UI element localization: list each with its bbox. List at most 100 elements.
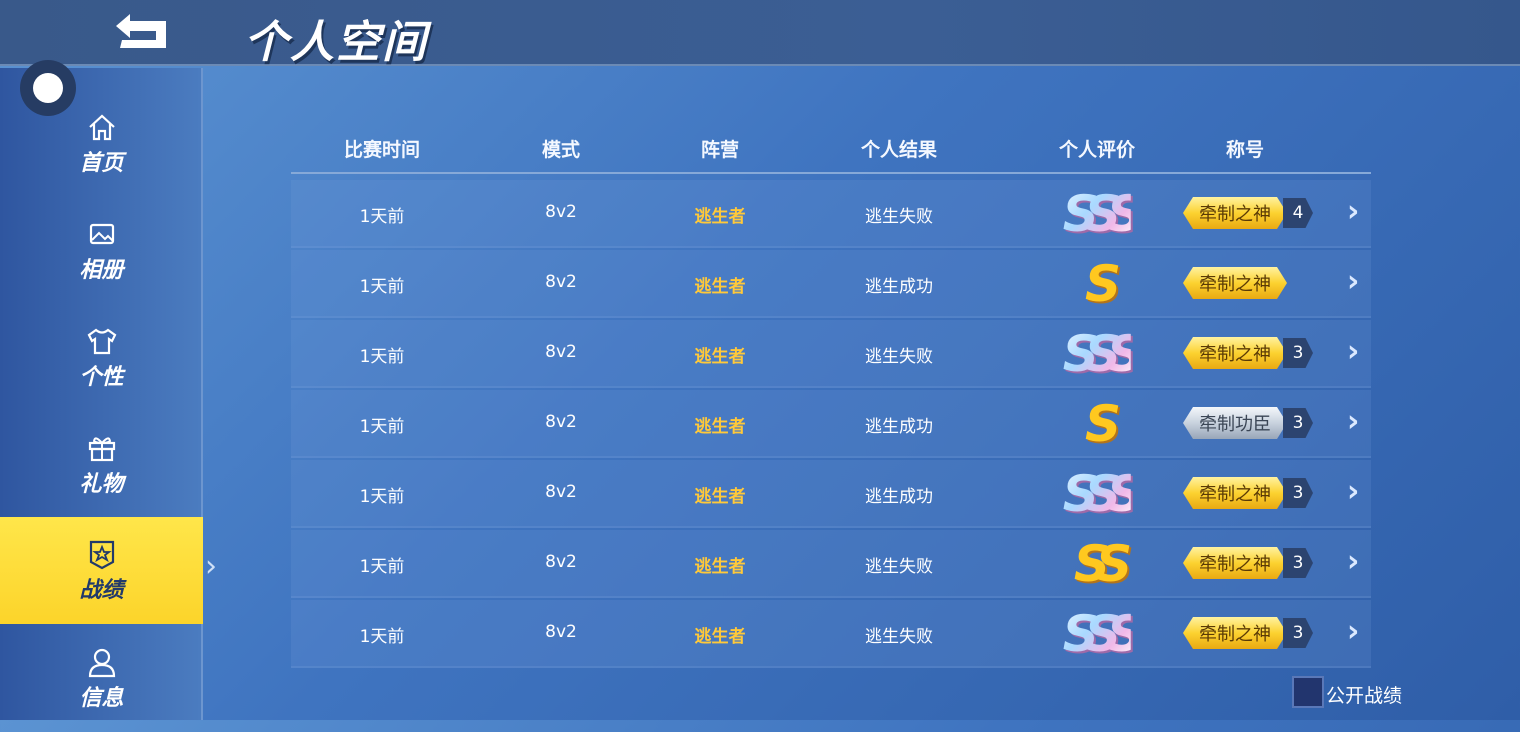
camp: 逃生者 <box>694 487 746 507</box>
table-row[interactable]: 1天前 8v2 逃生者 逃生失败 SS 牵制之神 3 › <box>291 530 1371 598</box>
sidebar-item-label: 战绩 <box>79 577 124 603</box>
match-time: 1天前 <box>359 207 405 227</box>
title-count: 3 <box>1283 548 1313 578</box>
result: 逃生成功 <box>865 487 933 507</box>
match-time: 1天前 <box>359 557 405 577</box>
match-time: 1天前 <box>359 487 405 507</box>
title-badge: 牵制之神 3 <box>1183 476 1313 510</box>
title-count: 3 <box>1283 478 1313 508</box>
camp: 逃生者 <box>694 417 746 437</box>
result: 逃生失败 <box>865 207 933 227</box>
title-badge: 牵制之神 3 <box>1183 616 1313 650</box>
result: 逃生成功 <box>865 277 933 297</box>
title-count: 3 <box>1283 618 1313 648</box>
title-name: 牵制功臣 <box>1183 407 1287 439</box>
sidebar-item-0[interactable]: 首页 <box>0 90 203 197</box>
mode: 8v2 <box>545 412 577 432</box>
table-row[interactable]: 1天前 8v2 逃生者 逃生失败 SSS 牵制之神 3 › <box>291 600 1371 668</box>
sidebar-item-label: 信息 <box>79 685 124 711</box>
sidebar-item-label: 个性 <box>79 364 124 390</box>
column-header: 称号 <box>1225 139 1265 161</box>
title-badge: 牵制之神 4 <box>1183 196 1313 230</box>
camp: 逃生者 <box>694 277 746 297</box>
title-badge: 牵制之神 3 <box>1183 336 1313 370</box>
chevron-right-icon[interactable]: › <box>1347 264 1360 299</box>
title-name: 牵制之神 <box>1183 197 1287 229</box>
mode: 8v2 <box>545 622 577 642</box>
title-name: 牵制之神 <box>1183 477 1287 509</box>
match-time: 1天前 <box>359 417 405 437</box>
mode: 8v2 <box>545 202 577 222</box>
sidebar-item-label: 礼物 <box>79 471 124 497</box>
title-name: 牵制之神 <box>1183 337 1287 369</box>
camp: 逃生者 <box>694 627 746 647</box>
mode: 8v2 <box>545 482 577 502</box>
column-header: 比赛时间 <box>343 139 421 161</box>
grade-rating: SSS <box>1062 185 1144 243</box>
gift-icon <box>88 436 115 461</box>
result: 逃生失败 <box>865 557 933 577</box>
mode: 8v2 <box>545 552 577 572</box>
home-icon <box>88 114 115 140</box>
match-history-table: 比赛时间 模式 阵营 个人结果 个人评价 称号 1天前 8v2 逃生者 逃生失败 SSS 牵制之神 4… <box>291 120 1371 668</box>
public-record-label: 公开战绩 <box>1326 685 1403 707</box>
sidebar-item-4[interactable]: 战绩 <box>0 517 217 624</box>
sidebar-item-5[interactable]: 信息 <box>0 625 203 732</box>
sidebar-item-2[interactable]: 个性 <box>0 304 203 411</box>
sidebar-item-3[interactable]: 礼物 <box>0 411 203 518</box>
sidebar-item-1[interactable]: 相册 <box>0 197 203 304</box>
result: 逃生失败 <box>865 347 933 367</box>
table-row[interactable]: 1天前 8v2 逃生者 逃生成功 S 牵制之神 › <box>291 250 1371 318</box>
floating-assist-button[interactable] <box>20 60 76 116</box>
chevron-right-icon[interactable]: › <box>1347 334 1360 369</box>
table-row[interactable]: 1天前 8v2 逃生者 逃生成功 SSS 牵制之神 3 › <box>291 460 1371 528</box>
chevron-right-icon[interactable]: › <box>1347 614 1360 649</box>
chevron-right-icon[interactable]: › <box>1347 474 1360 509</box>
grade-rating: SS <box>1073 535 1132 593</box>
title-count: 3 <box>1283 408 1313 438</box>
page-title: 个人空间 <box>244 17 428 68</box>
sidebar-item-label: 首页 <box>79 150 124 176</box>
title-badge: 牵制之神 <box>1183 266 1287 300</box>
grade-rating: SSS <box>1062 465 1144 523</box>
title-count: 3 <box>1283 338 1313 368</box>
shirt-icon <box>87 328 116 354</box>
title-name: 牵制之神 <box>1183 547 1287 579</box>
grade-rating: S <box>1084 255 1121 313</box>
table-row[interactable]: 1天前 8v2 逃生者 逃生失败 SSS 牵制之神 4 › <box>291 180 1371 248</box>
title-badge: 牵制功臣 3 <box>1183 406 1313 440</box>
grade-rating: SSS <box>1062 325 1144 383</box>
mode: 8v2 <box>545 272 577 292</box>
table-header: 比赛时间 模式 阵营 个人结果 个人评价 称号 <box>291 120 1371 174</box>
result: 逃生成功 <box>865 417 933 437</box>
table-row[interactable]: 1天前 8v2 逃生者 逃生失败 SSS 牵制之神 3 › <box>291 320 1371 388</box>
table-row[interactable]: 1天前 8v2 逃生者 逃生成功 S 牵制功臣 3 › <box>291 390 1371 458</box>
sidebar: 首页相册个性礼物战绩信息 <box>0 68 217 720</box>
camp: 逃生者 <box>694 347 746 367</box>
camp: 逃生者 <box>694 207 746 227</box>
top-bar: 个人空间 <box>0 0 1520 68</box>
column-header: 阵营 <box>700 139 740 161</box>
title-name: 牵制之神 <box>1183 617 1287 649</box>
public-record-checkbox[interactable] <box>1292 676 1324 708</box>
title-badge: 牵制之神 3 <box>1183 546 1313 580</box>
chevron-right-icon[interactable]: › <box>1347 544 1360 579</box>
camp: 逃生者 <box>694 557 746 577</box>
column-header: 个人结果 <box>860 139 938 161</box>
column-header: 个人评价 <box>1058 139 1136 161</box>
grade-rating: SSS <box>1062 605 1144 663</box>
title-name: 牵制之神 <box>1183 267 1287 299</box>
user-icon <box>88 648 115 677</box>
mode: 8v2 <box>545 342 577 362</box>
chevron-right-icon[interactable]: › <box>1347 194 1360 229</box>
column-header: 模式 <box>541 139 581 161</box>
sidebar-item-label: 相册 <box>79 257 124 283</box>
result: 逃生失败 <box>865 627 933 647</box>
match-time: 1天前 <box>359 627 405 647</box>
back-arrow-icon[interactable] <box>112 12 172 54</box>
grade-rating: S <box>1084 395 1121 453</box>
title-count: 4 <box>1283 198 1313 228</box>
badge-star-icon <box>89 540 114 569</box>
chevron-right-icon[interactable]: › <box>1347 404 1360 439</box>
image-icon <box>89 223 114 244</box>
